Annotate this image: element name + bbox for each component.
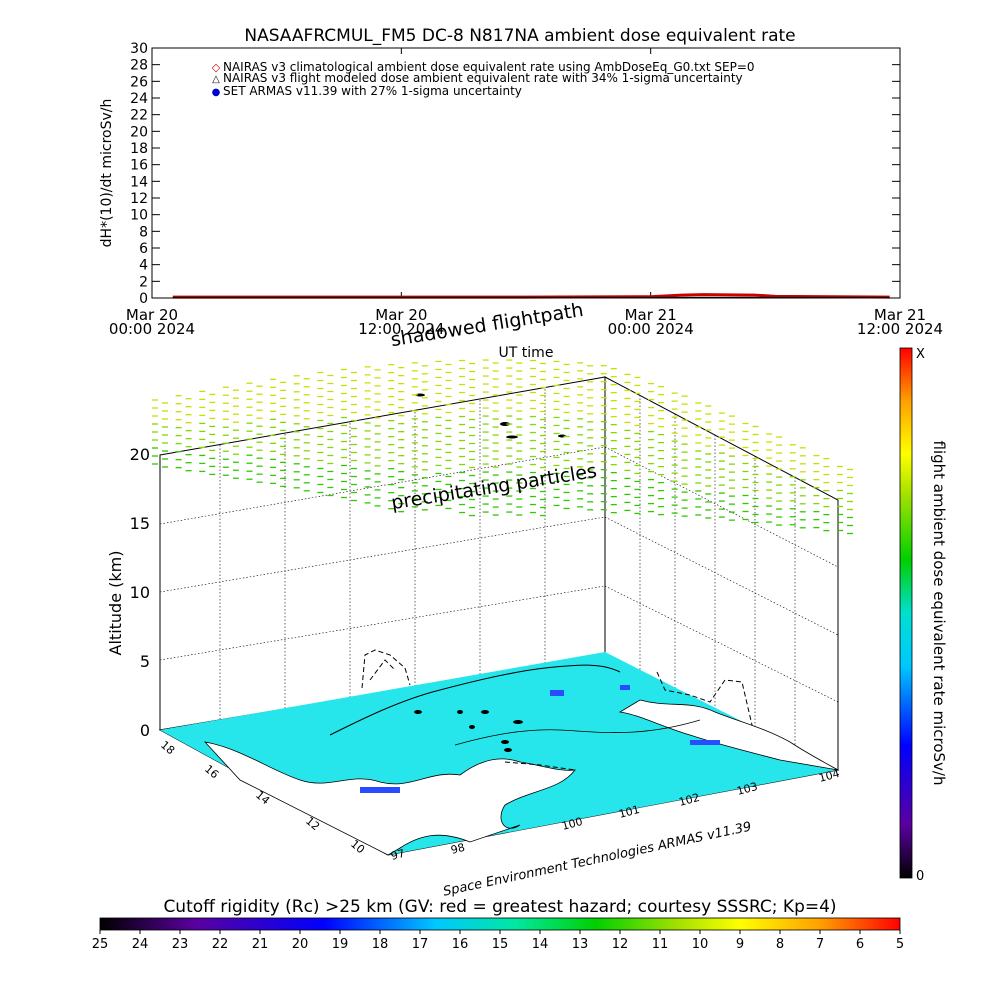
legend-symbol-climatological: ◇ bbox=[212, 61, 221, 74]
top-x-tick-label-date: Mar 21 bbox=[874, 306, 926, 324]
coastline-inland bbox=[329, 664, 621, 736]
altitude-axis-label: Altitude (km) bbox=[106, 551, 125, 656]
top-y-tick-label: 6 bbox=[139, 241, 148, 257]
cutoff-bar-title: Cutoff rigidity (Rc) >25 km (GV: red = g… bbox=[163, 897, 836, 917]
particles-annotation: precipitating particles bbox=[390, 460, 599, 514]
top-y-tick-label: 0 bbox=[139, 291, 148, 307]
reef-patches bbox=[360, 685, 720, 793]
altitude-tick: 15 bbox=[130, 514, 150, 533]
precipitating-particles-layer bbox=[152, 359, 853, 535]
top-y-tick-label: 4 bbox=[139, 258, 148, 274]
cutoff-tick-label: 19 bbox=[332, 937, 349, 952]
flight-path-dots bbox=[414, 393, 566, 752]
cutoff-tick-label: 20 bbox=[292, 937, 309, 952]
top-y-tick-label: 10 bbox=[130, 208, 148, 224]
top-x-tick-label-date: Mar 21 bbox=[625, 306, 677, 324]
cutoff-tick-label: 14 bbox=[532, 937, 549, 952]
top-chart: NASAAFRCMUL_FM5 DC-8 N817NA ambient dose… bbox=[99, 26, 943, 361]
top-series-line-0 bbox=[172, 293, 890, 299]
top-y-tick-label: 14 bbox=[130, 174, 148, 190]
top-y-tick-label: 30 bbox=[130, 41, 148, 57]
altitude-tick: 5 bbox=[140, 652, 150, 671]
top-y-tick-label: 26 bbox=[130, 74, 148, 90]
top-y-tick-label: 16 bbox=[130, 158, 148, 174]
cutoff-bar-gradient bbox=[99, 917, 901, 931]
cutoff-bar-ticks: 25 24 23 22 21 20 19 18 17 16 15 14 13 12 11 10 9 8 7 6 5 bbox=[92, 930, 904, 952]
colorbar-bottom-label: 0 bbox=[916, 869, 924, 884]
longitude-ticks: 97 98 100 101 102 103 104 bbox=[389, 767, 841, 863]
top-series-layer bbox=[172, 293, 890, 299]
top-x-tick-label-date: Mar 20 bbox=[375, 306, 427, 324]
longitude-tick: 98 bbox=[449, 841, 466, 857]
altitude-tick: 0 bbox=[140, 721, 150, 740]
border-line bbox=[454, 719, 701, 746]
altitude-ticks: 0 5 10 15 20 bbox=[130, 445, 150, 740]
cutoff-tick-label: 11 bbox=[652, 937, 669, 952]
legend-label-modeled: NAIRAS v3 flight modeled dose ambient eq… bbox=[223, 71, 743, 85]
grid-lines bbox=[159, 389, 839, 750]
top-y-tick-label: 24 bbox=[130, 91, 148, 107]
longitude-tick: 101 bbox=[617, 803, 641, 821]
cutoff-tick-label: 22 bbox=[212, 937, 229, 952]
cutoff-tick-label: 18 bbox=[372, 937, 389, 952]
top-y-tick-label: 8 bbox=[139, 224, 148, 240]
cutoff-tick-label: 21 bbox=[252, 937, 269, 952]
top-y-axis-label: dH*(10)/dt microSv/h bbox=[99, 99, 115, 248]
dose-colorbar-gradient bbox=[899, 347, 913, 879]
top-y-tick-label: 18 bbox=[130, 141, 148, 157]
legend-label-climatological: NAIRAS v3 climatological ambient dose eq… bbox=[223, 60, 755, 74]
top-y-tick-label: 12 bbox=[130, 191, 148, 207]
flight-path-shadow bbox=[361, 649, 753, 771]
top-legend: ◇ NAIRAS v3 climatological ambient dose … bbox=[212, 60, 755, 98]
map-3d-plot: shadowed flightpath bbox=[106, 299, 853, 900]
cutoff-tick-label: 5 bbox=[896, 937, 904, 952]
cutoff-tick-label: 8 bbox=[776, 937, 784, 952]
longitude-tick: 104 bbox=[817, 767, 841, 785]
top-x-tick-label-time: 12:00 2024 bbox=[857, 320, 943, 338]
cutoff-rigidity-bar: Cutoff rigidity (Rc) >25 km (GV: red = g… bbox=[92, 897, 904, 952]
top-x-tick-label-time: 12:00 2024 bbox=[358, 320, 444, 338]
longitude-tick: 103 bbox=[735, 780, 759, 798]
colorbar-axis-label: flight ambient dose equivalent rate micr… bbox=[930, 441, 948, 786]
cutoff-tick-label: 17 bbox=[412, 937, 429, 952]
cutoff-tick-label: 13 bbox=[572, 937, 589, 952]
colorbar-top-label: X bbox=[916, 347, 925, 362]
cutoff-tick-label: 25 bbox=[92, 937, 109, 952]
cutoff-tick-label: 9 bbox=[736, 937, 744, 952]
longitude-tick: 100 bbox=[560, 815, 584, 833]
top-y-tick-label: 22 bbox=[130, 108, 148, 124]
dose-colorbar: X 0 flight ambient dose equivalent rate … bbox=[899, 347, 948, 884]
latitude-tick: 16 bbox=[202, 762, 221, 781]
cutoff-tick-label: 16 bbox=[452, 937, 469, 952]
longitude-tick: 97 bbox=[389, 847, 406, 863]
top-y-tick-label: 28 bbox=[130, 58, 148, 74]
cutoff-tick-label: 10 bbox=[692, 937, 709, 952]
cutoff-tick-label: 12 bbox=[612, 937, 629, 952]
top-y-tick-label: 20 bbox=[130, 124, 148, 140]
latitude-tick: 18 bbox=[158, 738, 177, 757]
altitude-tick: 10 bbox=[130, 583, 150, 602]
top-x-tick-label-date: Mar 20 bbox=[126, 306, 178, 324]
cutoff-tick-label: 24 bbox=[132, 937, 149, 952]
cutoff-tick-label: 7 bbox=[816, 937, 824, 952]
legend-symbol-modeled: △ bbox=[212, 74, 220, 85]
top-y-tick-label: 2 bbox=[139, 274, 148, 290]
top-chart-title: NASAAFRCMUL_FM5 DC-8 N817NA ambient dose… bbox=[244, 26, 795, 46]
land-masses bbox=[203, 699, 839, 856]
cutoff-tick-label: 23 bbox=[172, 937, 189, 952]
legend-symbol-armas: ● bbox=[212, 87, 221, 98]
altitude-tick: 20 bbox=[130, 445, 150, 464]
top-x-axis-label: UT time bbox=[499, 345, 554, 361]
legend-label-armas: SET ARMAS v11.39 with 27% 1-sigma uncert… bbox=[223, 84, 522, 98]
top-x-tick-label-time: 00:00 2024 bbox=[109, 320, 195, 338]
cutoff-tick-label: 15 bbox=[492, 937, 509, 952]
longitude-tick: 102 bbox=[677, 791, 701, 809]
cutoff-tick-label: 6 bbox=[856, 937, 864, 952]
top-x-tick-label-time: 00:00 2024 bbox=[608, 320, 694, 338]
